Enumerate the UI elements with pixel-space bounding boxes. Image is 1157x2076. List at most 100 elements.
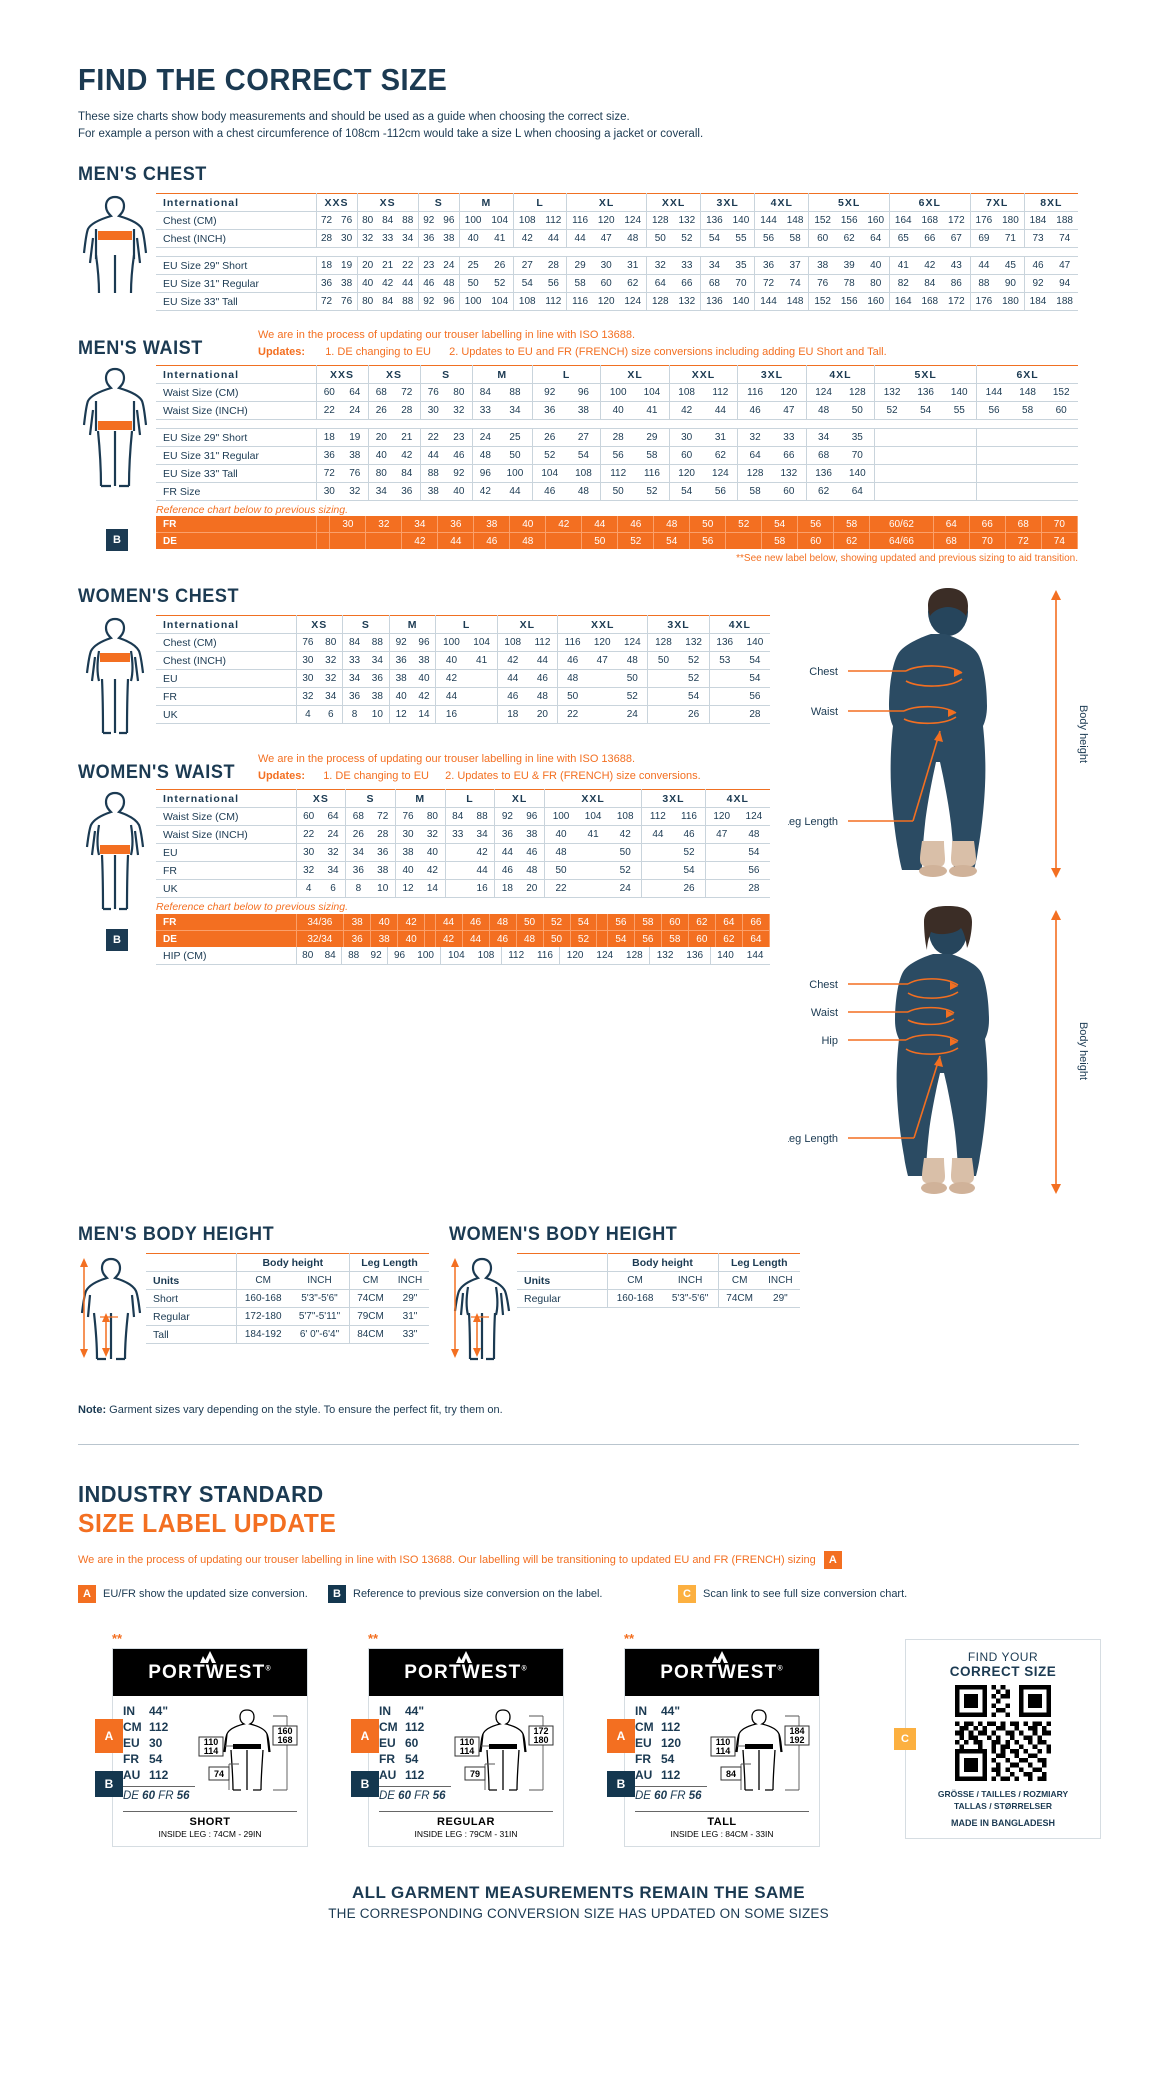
label-footer: REGULAR INSIDE LEG : 79CM - 31IN <box>379 1810 553 1846</box>
data-cell: 40 <box>600 401 636 421</box>
data-cell: 74CM <box>349 1289 391 1309</box>
label-code-row: AU 112 <box>635 1768 707 1784</box>
data-cell: 46 <box>519 843 545 863</box>
table-row: Tall 184-192 6' 0"-6'4" 84CM 33" <box>146 1325 429 1345</box>
label-height-bot: 180 <box>533 1735 548 1745</box>
code-value: 54 <box>149 1751 163 1766</box>
size-header-cell: XS <box>367 365 421 385</box>
size-header-cell: XL <box>600 365 670 385</box>
womens-waist-body: International XS S M L XL XXL 3XL 4XL Waist Size … <box>156 789 770 899</box>
data-cell: 80 <box>295 947 319 966</box>
legend-text-a: EU/FR show the updated size conversion. <box>103 1588 308 1601</box>
data-cell: 168 <box>916 292 944 312</box>
data-cell: 19 <box>342 428 369 448</box>
data-cell: 70 <box>1041 516 1079 534</box>
sub-header-cell: INCH <box>662 1271 719 1291</box>
data-cell: 38 <box>419 482 447 502</box>
male-chest-label: Chest <box>809 666 838 678</box>
data-cell: 12 <box>388 705 413 725</box>
mens-waist-note-1: We are in the process of updating our tr… <box>258 329 636 342</box>
data-cell: 54 <box>737 843 770 863</box>
table-row: International XS S M L XL XXL 3XL 4XL <box>156 789 770 809</box>
data-cell: 42 <box>394 446 421 466</box>
data-cell: 27 <box>512 256 541 276</box>
badge-b-womens-waist: B <box>106 928 128 951</box>
table-row: EU Size 31" Regular 36 38 40 42 44 46 48 50 52 54 5… <box>156 446 1078 466</box>
data-cell: 76 <box>808 274 836 294</box>
data-cell: 44 <box>437 532 475 550</box>
label-footer: TALL INSIDE LEG : 84CM - 33IN <box>635 1810 809 1846</box>
data-cell: 96 <box>519 807 545 827</box>
data-cell: 128 <box>645 292 674 312</box>
code-key: AU <box>379 1767 397 1782</box>
data-cell: 34 <box>397 229 419 249</box>
data-cell: 24 <box>471 428 499 448</box>
data-cell: 26 <box>531 428 567 448</box>
data-cell: 28 <box>600 428 636 448</box>
data-cell: 120 <box>771 383 807 403</box>
data-cell: 44 <box>969 256 998 276</box>
code-key: FR <box>635 1751 651 1766</box>
data-cell: 24 <box>617 705 648 725</box>
spacer-row <box>156 419 1078 430</box>
data-cell: 47 <box>1051 256 1078 276</box>
data-cell: 14 <box>412 705 436 725</box>
data-cell <box>577 861 610 881</box>
data-cell: 48 <box>438 274 460 294</box>
female-waist-label: Waist <box>811 1007 838 1019</box>
data-cell: 42 <box>401 532 439 550</box>
size-header-cell: 3XL <box>737 365 807 385</box>
data-cell: 100 <box>498 464 533 484</box>
data-cell <box>444 861 470 881</box>
data-cell: 24 <box>320 825 346 845</box>
size-header-cell: XXS <box>315 365 369 385</box>
brand-header: PORTWEST® <box>113 1649 307 1697</box>
size-label-card: PORTWEST® IN 44" CM 112 EU 60 FR 54 AU 112 DE 60 FR… <box>351 1648 564 1847</box>
data-cell: 62 <box>805 482 841 502</box>
legend-item-b: B Reference to previous size conversion … <box>328 1585 678 1604</box>
size-header-cell: 4XL <box>708 615 770 635</box>
data-cell: 172 <box>943 292 971 312</box>
data-cell: 124 <box>703 464 738 484</box>
data-cell <box>545 532 583 550</box>
data-cell: 60/62 <box>869 516 934 534</box>
table-row: DE 32/34 36 38 40 42 44 46 48 50 52 54 56 58 60 62 64 <box>156 930 771 948</box>
data-cell: 44 <box>462 930 490 948</box>
data-cell: 20 <box>367 428 395 448</box>
data-cell: 128 <box>647 633 679 653</box>
data-cell: 52 <box>678 651 710 671</box>
size-header-cell: 3XL <box>641 789 706 809</box>
data-cell: 34 <box>365 651 390 671</box>
data-cell: 36 <box>365 669 390 689</box>
mens-chest-body: International XXS XS S M L XL XXL 3XL 4XL 5XL 6XL 7X… <box>156 193 1078 312</box>
data-cell: 30 <box>295 843 321 863</box>
size-header-cell: S <box>342 615 390 635</box>
data-cell: 136 <box>700 211 728 231</box>
row-label: Chest (INCH) <box>156 651 297 671</box>
data-cell <box>466 687 498 707</box>
qr-code-image[interactable] <box>955 1685 1051 1782</box>
data-cell: 62 <box>688 914 716 932</box>
mens-waist-ref-caption: Reference chart below to previous sizing… <box>156 504 349 517</box>
row-label: Waist Size (INCH) <box>156 401 317 421</box>
label-body: IN 44" CM 112 EU 30 FR 54 AU 112 DE 60 FR 56 110 114… <box>113 1696 307 1810</box>
data-cell: 46 <box>496 687 528 707</box>
table-row: Waist Size (INCH) 22 24 26 28 30 32 33 34 36 38 40 4… <box>156 825 770 845</box>
data-cell: 52 <box>635 482 670 502</box>
row-label: EU Size 31" Regular <box>156 446 317 466</box>
data-cell: 88 <box>341 947 365 966</box>
table-row: Chest (CM) 76 80 84 88 92 96 100 104 108 112 116 120… <box>156 633 770 653</box>
data-cell: 132 <box>874 383 909 403</box>
label-fit-name: REGULAR <box>437 1815 495 1828</box>
code-value: 112 <box>149 1767 169 1782</box>
data-cell: 52 <box>486 274 514 294</box>
data-cell: 42 <box>412 687 436 707</box>
data-cell: 30 <box>329 516 367 534</box>
data-cell: 16 <box>469 879 495 899</box>
data-cell: 88 <box>365 633 390 653</box>
data-cell: 76 <box>419 383 447 403</box>
label-code-row: AU 112 <box>379 1768 451 1784</box>
data-cell: 25 <box>458 256 487 276</box>
size-header-cell: 4XL <box>805 365 875 385</box>
row-label: Regular <box>146 1307 237 1327</box>
